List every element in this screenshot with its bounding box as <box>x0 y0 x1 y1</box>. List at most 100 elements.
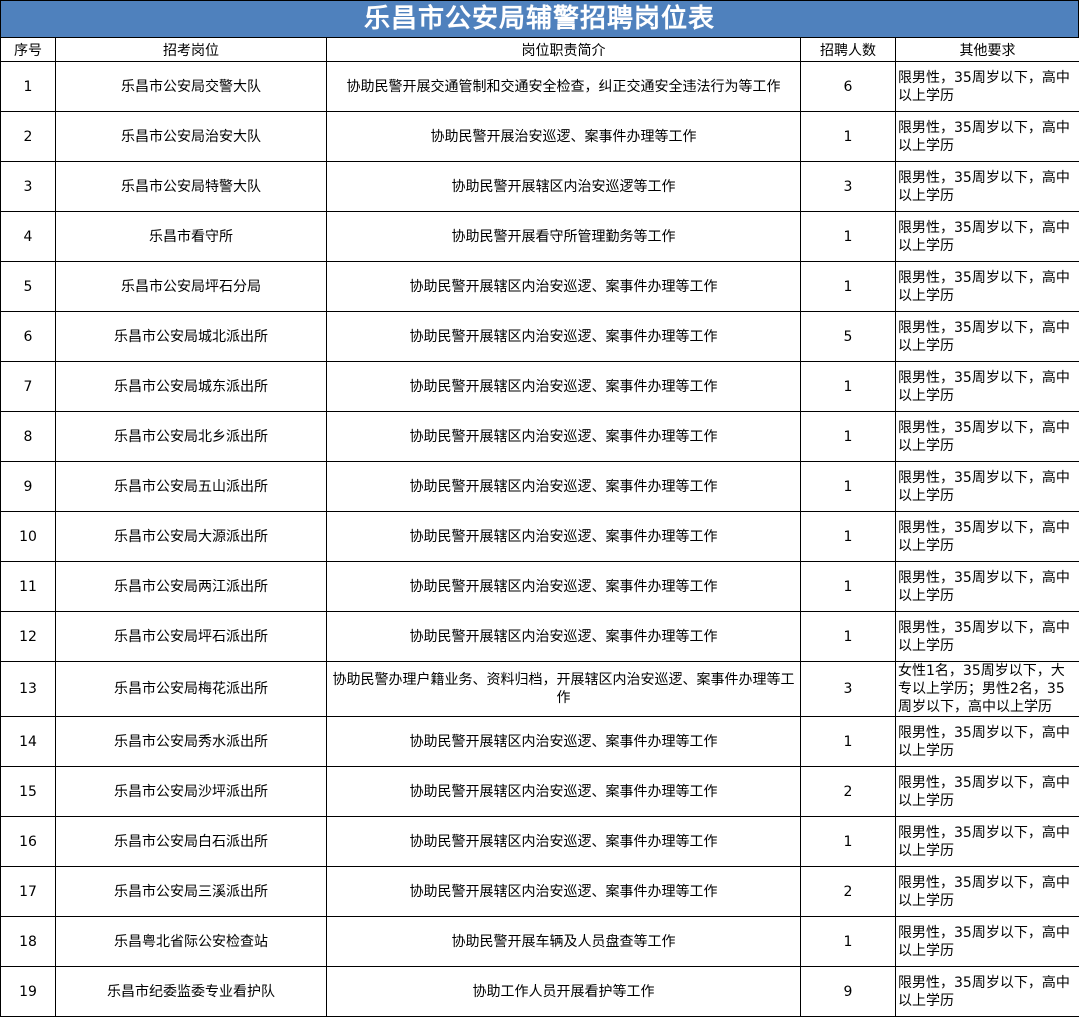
index-cell: 8 <box>1 412 56 462</box>
requirement-cell: 限男性，35周岁以下，高中以上学历 <box>896 767 1079 817</box>
requirement-cell: 限男性，35周岁以下，高中以上学历 <box>896 512 1079 562</box>
index-cell: 3 <box>1 162 56 212</box>
duty-cell: 协助民警开展辖区内治安巡逻、案事件办理等工作 <box>327 462 801 512</box>
index-cell: 18 <box>1 917 56 967</box>
requirement-cell: 限男性，35周岁以下，高中以上学历 <box>896 112 1079 162</box>
post-cell: 乐昌市公安局沙坪派出所 <box>56 767 327 817</box>
count-cell: 5 <box>801 312 896 362</box>
post-cell: 乐昌市公安局特警大队 <box>56 162 327 212</box>
count-cell: 2 <box>801 767 896 817</box>
header-row: 序号招考岗位岗位职责简介招聘人数其他要求 <box>1 38 1079 62</box>
index-cell: 16 <box>1 817 56 867</box>
requirement-cell: 限男性，35周岁以下，高中以上学历 <box>896 162 1079 212</box>
count-cell: 1 <box>801 717 896 767</box>
post-cell: 乐昌市公安局白石派出所 <box>56 817 327 867</box>
requirement-cell: 限男性，35周岁以下，高中以上学历 <box>896 562 1079 612</box>
post-cell: 乐昌市公安局三溪派出所 <box>56 867 327 917</box>
count-cell: 1 <box>801 212 896 262</box>
duty-cell: 协助民警开展交通管制和交通安全检查，纠正交通安全违法行为等工作 <box>327 62 801 112</box>
index-cell: 5 <box>1 262 56 312</box>
count-cell: 1 <box>801 262 896 312</box>
requirement-cell: 限男性，35周岁以下，高中以上学历 <box>896 462 1079 512</box>
count-cell: 1 <box>801 817 896 867</box>
header-cell: 序号 <box>1 38 56 62</box>
post-cell: 乐昌市公安局大源派出所 <box>56 512 327 562</box>
requirement-cell: 限男性，35周岁以下，高中以上学历 <box>896 62 1079 112</box>
requirement-cell: 限男性，35周岁以下，高中以上学历 <box>896 917 1079 967</box>
duty-cell: 协助民警开展辖区内治安巡逻、案事件办理等工作 <box>327 867 801 917</box>
post-cell: 乐昌市公安局秀水派出所 <box>56 717 327 767</box>
requirement-cell: 限男性，35周岁以下，高中以上学历 <box>896 612 1079 662</box>
requirement-cell: 限男性，35周岁以下，高中以上学历 <box>896 312 1079 362</box>
count-cell: 1 <box>801 362 896 412</box>
index-cell: 17 <box>1 867 56 917</box>
header-cell: 其他要求 <box>896 38 1079 62</box>
index-cell: 11 <box>1 562 56 612</box>
duty-cell: 协助民警开展治安巡逻、案事件办理等工作 <box>327 112 801 162</box>
duty-cell: 协助民警开展辖区内治安巡逻、案事件办理等工作 <box>327 512 801 562</box>
count-cell: 6 <box>801 62 896 112</box>
post-cell: 乐昌市公安局北乡派出所 <box>56 412 327 462</box>
index-cell: 7 <box>1 362 56 412</box>
count-cell: 1 <box>801 462 896 512</box>
requirement-cell: 限男性，35周岁以下，高中以上学历 <box>896 262 1079 312</box>
duty-cell: 协助民警办理户籍业务、资料归档，开展辖区内治安巡逻、案事件办理等工作 <box>327 662 801 717</box>
duty-cell: 协助民警开展辖区内治安巡逻等工作 <box>327 162 801 212</box>
requirement-cell: 限男性，35周岁以下，高中以上学历 <box>896 967 1079 1017</box>
post-cell: 乐昌市公安局五山派出所 <box>56 462 327 512</box>
header-cell: 岗位职责简介 <box>327 38 801 62</box>
post-cell: 乐昌市公安局坪石派出所 <box>56 612 327 662</box>
requirement-cell: 限男性，35周岁以下，高中以上学历 <box>896 412 1079 462</box>
requirement-cell: 限男性，35周岁以下，高中以上学历 <box>896 717 1079 767</box>
duty-cell: 协助民警开展辖区内治安巡逻、案事件办理等工作 <box>327 562 801 612</box>
post-cell: 乐昌市公安局城东派出所 <box>56 362 327 412</box>
duty-cell: 协助民警开展辖区内治安巡逻、案事件办理等工作 <box>327 362 801 412</box>
post-cell: 乐昌市公安局城北派出所 <box>56 312 327 362</box>
index-cell: 6 <box>1 312 56 362</box>
count-cell: 2 <box>801 867 896 917</box>
index-cell: 10 <box>1 512 56 562</box>
count-cell: 9 <box>801 967 896 1017</box>
requirement-cell: 限男性，35周岁以下，高中以上学历 <box>896 212 1079 262</box>
index-cell: 9 <box>1 462 56 512</box>
index-cell: 15 <box>1 767 56 817</box>
requirement-cell: 限男性，35周岁以下，高中以上学历 <box>896 817 1079 867</box>
post-cell: 乐昌市公安局两江派出所 <box>56 562 327 612</box>
count-cell: 1 <box>801 917 896 967</box>
index-cell: 1 <box>1 62 56 112</box>
duty-cell: 协助民警开展辖区内治安巡逻、案事件办理等工作 <box>327 412 801 462</box>
duty-cell: 协助民警开展看守所管理勤务等工作 <box>327 212 801 262</box>
duty-cell: 协助民警开展辖区内治安巡逻、案事件办理等工作 <box>327 312 801 362</box>
duty-cell: 协助民警开展车辆及人员盘查等工作 <box>327 917 801 967</box>
requirement-cell: 女性1名，35周岁以下，大专以上学历；男性2名，35周岁以下，高中以上学历 <box>896 662 1079 717</box>
count-cell: 3 <box>801 162 896 212</box>
index-cell: 12 <box>1 612 56 662</box>
duty-cell: 协助民警开展辖区内治安巡逻、案事件办理等工作 <box>327 717 801 767</box>
duty-cell: 协助民警开展辖区内治安巡逻、案事件办理等工作 <box>327 817 801 867</box>
duty-cell: 协助工作人员开展看护等工作 <box>327 967 801 1017</box>
post-cell: 乐昌市公安局治安大队 <box>56 112 327 162</box>
duty-cell: 协助民警开展辖区内治安巡逻、案事件办理等工作 <box>327 767 801 817</box>
count-cell: 1 <box>801 412 896 462</box>
post-cell: 乐昌市看守所 <box>56 212 327 262</box>
